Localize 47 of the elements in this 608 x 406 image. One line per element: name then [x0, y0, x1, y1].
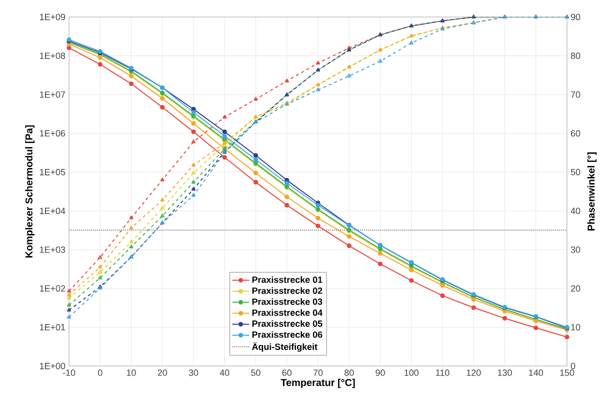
y-tick-label: 1E+06: [40, 130, 66, 137]
legend-label: Praxisstrecke 01: [252, 276, 322, 283]
y2-tick-label: 50: [570, 168, 580, 176]
x-tick-label: 150: [560, 370, 574, 376]
y-tick-label: 1E+09: [40, 14, 66, 20]
y-tick-label: 1E+04: [40, 208, 66, 214]
y2-tick-label: 30: [570, 246, 580, 253]
y-tick-label: 1E+01: [40, 324, 66, 330]
x-tick-label: 60: [282, 370, 292, 376]
y2-axis-title: Phasenwinkel [°]: [587, 152, 597, 230]
x-tick-label: 110: [436, 370, 450, 376]
y-tick-label: 1E+05: [40, 168, 66, 176]
y-tick-label: 1E+07: [40, 91, 66, 98]
x-tick-label: 20: [158, 370, 168, 376]
legend-label: Praxisstrecke 06: [252, 331, 322, 338]
x-tick-label: 90: [376, 370, 385, 376]
legend-label: Praxisstrecke 03: [252, 298, 322, 305]
y2-tick-label: 10: [571, 324, 580, 330]
y2-tick-label: 90: [570, 14, 580, 20]
legend-label: Praxisstrecke 02: [252, 287, 322, 294]
y-axis-title: Komplexer Schermodul [Pa]: [25, 125, 34, 258]
x-tick-label: 70: [313, 370, 323, 376]
x-axis-title: Temperatur [°C]: [280, 378, 355, 388]
x-tick-label: 140: [529, 370, 544, 376]
y-tick-label: 1E+02: [40, 285, 66, 292]
x-tick-label: 30: [188, 370, 198, 376]
x-tick-label: 130: [498, 370, 512, 376]
y-tick-label: 1E+08: [40, 52, 66, 59]
y2-tick-label: 60: [570, 130, 580, 137]
legend-label: Praxisstrecke 05: [252, 320, 322, 327]
x-tick-label: 80: [344, 370, 354, 376]
x-tick-label: 100: [404, 370, 419, 376]
y2-tick-label: 0: [570, 362, 576, 370]
x-tick-label: 120: [466, 370, 481, 376]
y-tick-label: 1E+00: [40, 362, 66, 370]
x-tick-label: 40: [220, 370, 230, 376]
x-tick-label: -10: [62, 370, 76, 376]
x-tick-label: 50: [251, 370, 260, 376]
y2-tick-label: 80: [570, 52, 580, 59]
y2-tick-label: 20: [570, 285, 580, 292]
y2-tick-label: 70: [570, 91, 580, 98]
legend-label: Äqui-Steifigkeit: [252, 342, 318, 352]
legend-label: Praxisstrecke 04: [252, 309, 322, 316]
y-tick-label: 1E+03: [40, 246, 66, 253]
x-tick-label: 10: [126, 370, 136, 376]
y2-tick-label: 40: [570, 208, 580, 214]
x-tick-label: 0: [98, 370, 102, 376]
